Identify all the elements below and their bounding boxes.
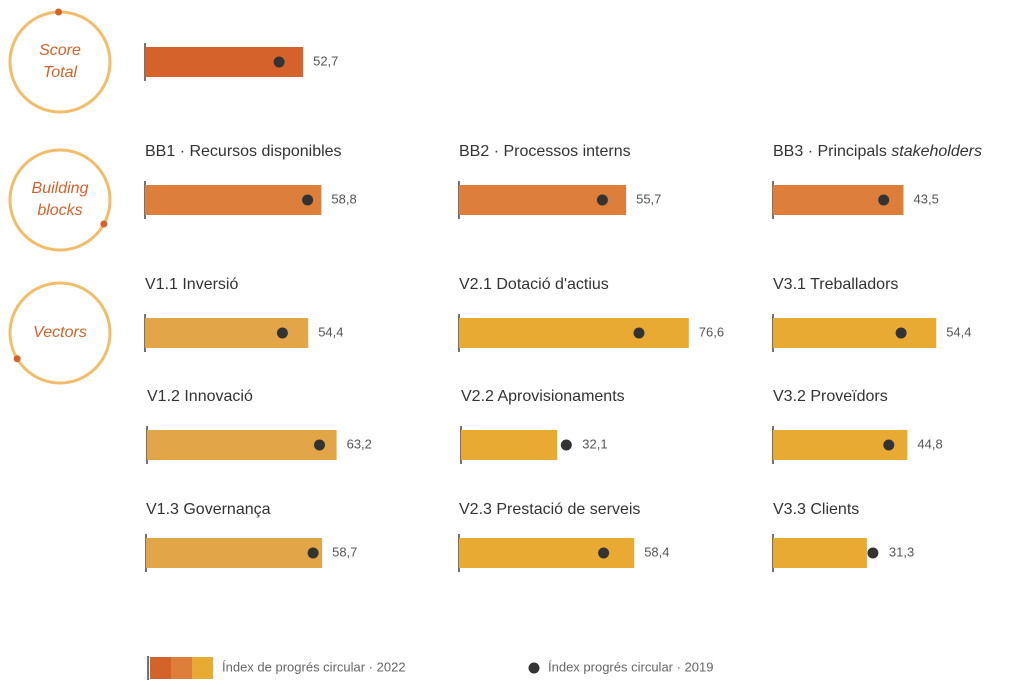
dot-2019 xyxy=(276,327,288,339)
panel-title: V2.1 Dotació d'actius xyxy=(459,276,609,293)
legend-swatch xyxy=(150,657,171,679)
bar xyxy=(773,318,937,348)
value-label: 31,3 xyxy=(889,544,914,559)
group-label: Total xyxy=(43,64,78,81)
dot-2019 xyxy=(867,547,879,559)
dot-2019 xyxy=(878,194,890,206)
value-label: 76,6 xyxy=(699,324,724,339)
legend-label: Índex de progrés circular · 2022 xyxy=(222,659,406,674)
value-label: 43,5 xyxy=(914,191,939,206)
title-text: V3.2 Proveïdors xyxy=(773,388,888,405)
dot-2019 xyxy=(307,547,319,559)
bar xyxy=(461,430,558,460)
group-label: Building xyxy=(32,180,89,197)
panel-title: V1.3 Governança xyxy=(146,501,271,518)
bar xyxy=(147,430,337,460)
ring-dot xyxy=(100,220,108,228)
group-label: Score xyxy=(39,42,81,59)
group-label: Vectors xyxy=(33,324,87,341)
title-text: V2.2 Aprovisionaments xyxy=(461,388,625,405)
value-label: 52,7 xyxy=(313,53,338,68)
panel-title: V1.2 Innovació xyxy=(147,388,253,405)
panel-title: V3.3 Clients xyxy=(773,501,859,518)
legend-label: Índex progrés circular · 2019 xyxy=(548,659,713,674)
dot-2019 xyxy=(596,194,608,206)
bar xyxy=(145,185,322,215)
title-text: BB2 · Processos interns xyxy=(459,143,631,160)
dot-2019 xyxy=(598,547,610,559)
title-text: V2.3 Prestació de serveis xyxy=(459,501,640,518)
panel-title: V1.1 Inversió xyxy=(145,276,238,293)
value-label: 55,7 xyxy=(636,191,661,206)
title-italic: stakeholders xyxy=(891,143,982,160)
title-text: V1.1 Inversió xyxy=(145,276,238,293)
dot-2019 xyxy=(633,327,645,339)
value-label: 58,4 xyxy=(644,544,669,559)
legend-swatch xyxy=(171,657,192,679)
dot-2019 xyxy=(314,439,325,451)
group-ring xyxy=(8,10,112,114)
title-text: V2.1 Dotació d'actius xyxy=(459,276,609,293)
dot-2019 xyxy=(883,439,895,451)
panel-title: V3.1 Treballadors xyxy=(773,276,898,293)
value-label: 58,7 xyxy=(332,544,357,559)
bar xyxy=(146,538,323,568)
title-text: V3.3 Clients xyxy=(773,501,859,518)
bar xyxy=(459,318,689,348)
dot-2019 xyxy=(895,327,907,339)
title-text: BB1 · Recursos disponibles xyxy=(145,143,342,160)
ring-dot xyxy=(55,8,63,16)
value-label: 63,2 xyxy=(347,436,372,451)
bar xyxy=(773,538,867,568)
panel-title: BB3 · Principals stakeholders xyxy=(773,143,982,160)
panel-title: BB1 · Recursos disponibles xyxy=(145,143,342,160)
panel-title: V2.2 Aprovisionaments xyxy=(461,388,625,405)
group-ring xyxy=(8,148,112,252)
panel-title: V3.2 Proveïdors xyxy=(773,388,888,405)
title-text: V1.3 Governança xyxy=(146,501,271,518)
value-label: 54,4 xyxy=(318,324,343,339)
title-text: BB3 · Principals xyxy=(773,143,891,160)
panel-title: V2.3 Prestació de serveis xyxy=(459,501,640,518)
value-label: 32,1 xyxy=(582,436,607,451)
panel-title: BB2 · Processos interns xyxy=(459,143,631,160)
dot-2019 xyxy=(560,439,572,451)
group-label: blocks xyxy=(37,202,82,219)
value-label: 44,8 xyxy=(917,436,942,451)
group-ring xyxy=(8,281,112,385)
title-text: V1.2 Innovació xyxy=(147,388,253,405)
title-text: V3.1 Treballadors xyxy=(773,276,898,293)
dot-2019 xyxy=(302,194,314,206)
value-label: 54,4 xyxy=(946,324,971,339)
ring-dot xyxy=(13,355,21,363)
legend-dot xyxy=(528,662,540,674)
legend-swatch xyxy=(192,657,213,679)
dot-2019 xyxy=(273,56,285,68)
value-label: 58,8 xyxy=(331,191,356,206)
